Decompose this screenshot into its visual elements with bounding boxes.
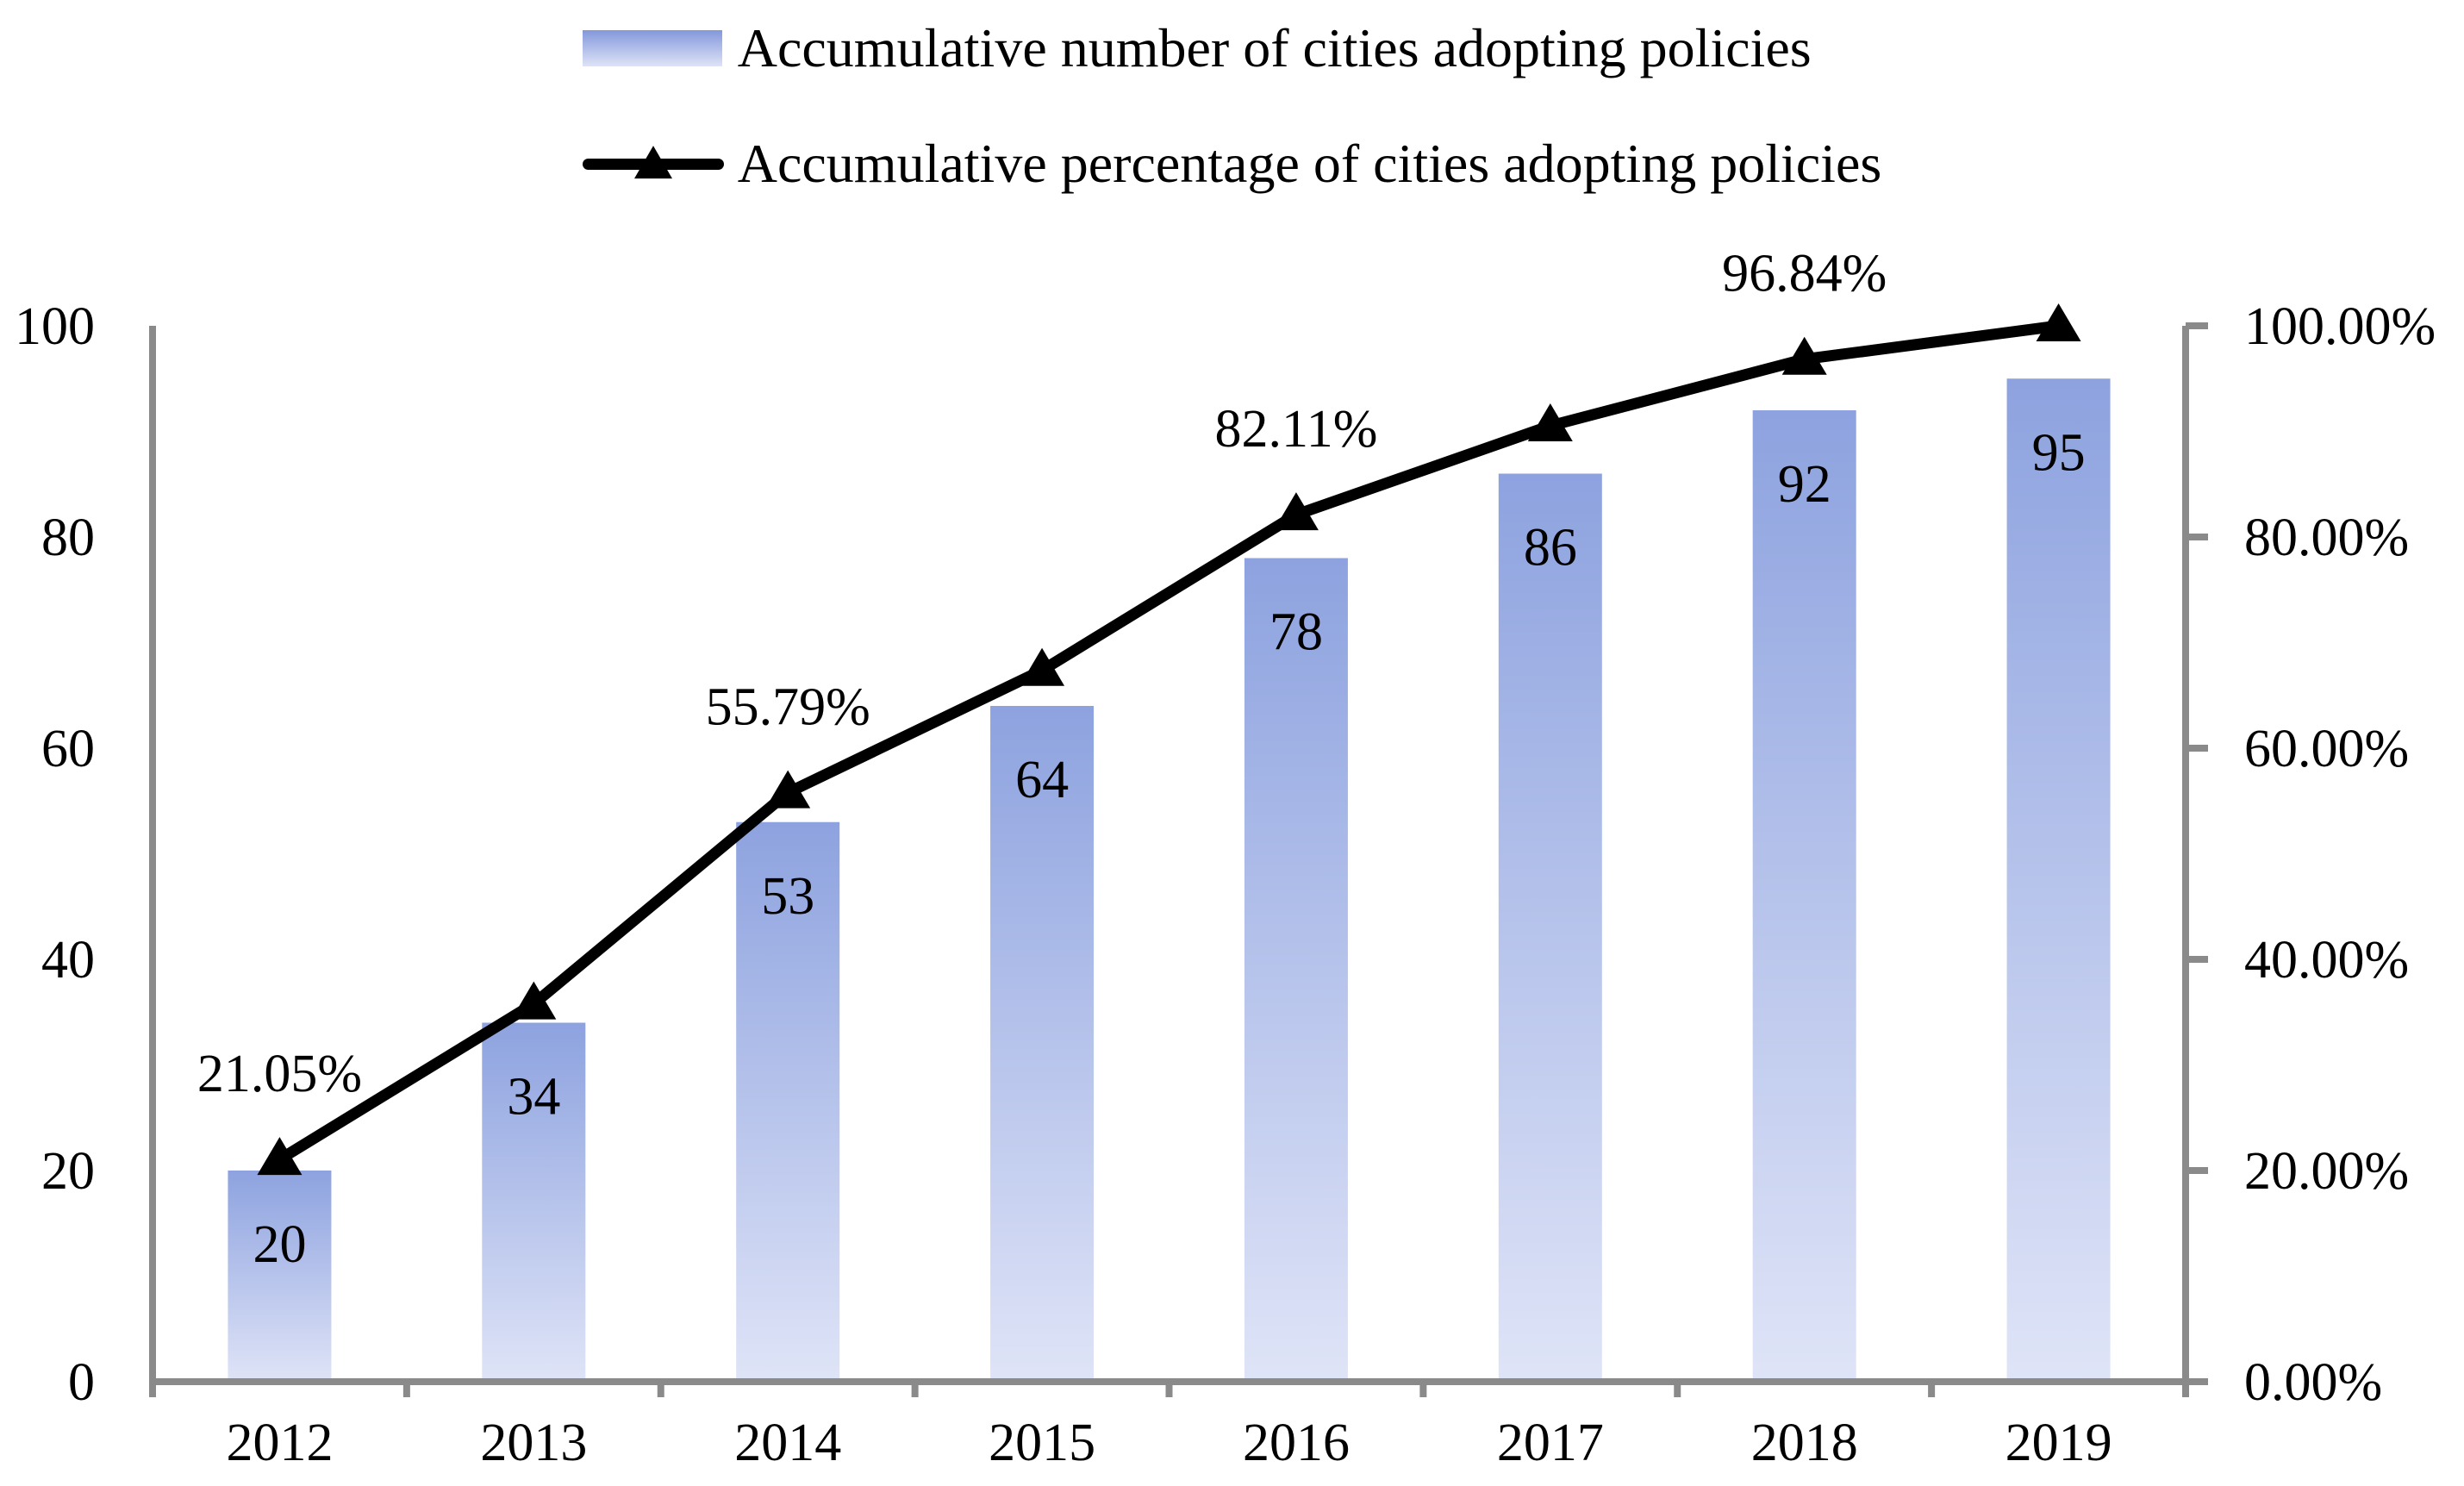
- left-axis-tick-label: 0: [68, 1353, 95, 1412]
- legend-item-line-series: Accumulative percentage of cities adopti…: [582, 124, 1882, 203]
- bar: [1498, 473, 1602, 1382]
- line-marker-triangle: [257, 1137, 303, 1176]
- bar-value-label: 95: [2032, 423, 2086, 482]
- x-axis-category-label: 2018: [1751, 1414, 1858, 1472]
- bar-value-label: 20: [253, 1215, 306, 1274]
- bar: [228, 1171, 332, 1382]
- bar: [1244, 558, 1348, 1382]
- bar-value-label: 86: [1524, 519, 1577, 578]
- left-axis-tick-label: 60: [41, 720, 95, 778]
- triangle-marker-icon: [633, 146, 672, 179]
- line-series-swatch-icon: [582, 146, 724, 179]
- left-axis-tick-label: 20: [41, 1142, 95, 1201]
- bar-value-label: 34: [507, 1068, 560, 1127]
- line-marker-triangle: [1273, 492, 1319, 531]
- line-marker-triangle: [1527, 403, 1573, 442]
- legend-block: Accumulative number of cities adopting p…: [582, 9, 1882, 203]
- x-axis-category-label: 2014: [734, 1414, 841, 1472]
- bar-value-label: 78: [1269, 603, 1323, 662]
- bar-value-label: 64: [1015, 751, 1069, 809]
- legend-item-bar-series: Accumulative number of cities adopting p…: [582, 9, 1882, 88]
- bar-series-legend-label: Accumulative number of cities adopting p…: [737, 17, 1812, 78]
- right-axis-tick-label: 0.00%: [2244, 1353, 2382, 1412]
- bar: [2006, 378, 2111, 1382]
- x-axis-category-label: 2017: [1497, 1414, 1604, 1472]
- right-axis-tick-label: 100.00%: [2244, 297, 2436, 356]
- right-axis-tick-label: 80.00%: [2244, 509, 2409, 567]
- x-axis-category-label: 2015: [989, 1414, 1095, 1472]
- line-marker-triangle: [765, 770, 811, 809]
- percent-data-label: 21.05%: [197, 1045, 362, 1103]
- line-marker-triangle: [511, 981, 557, 1020]
- bar-series-swatch-icon: [582, 30, 722, 66]
- percent-data-label: 96.84%: [1722, 245, 1887, 303]
- right-axis-tick-label: 40.00%: [2244, 931, 2409, 990]
- line-series: [273, 320, 2065, 1165]
- x-axis-category-label: 2012: [226, 1414, 333, 1472]
- bar: [482, 1022, 586, 1382]
- bar-value-label: 92: [1778, 455, 1831, 514]
- percent-data-label: 55.79%: [706, 678, 870, 737]
- x-axis-category-label: 2016: [1243, 1414, 1350, 1472]
- bar: [736, 821, 840, 1382]
- x-axis-category-label: 2019: [2006, 1414, 2112, 1472]
- x-axis-category-label: 2013: [480, 1414, 587, 1472]
- bar: [990, 706, 1095, 1382]
- left-axis-tick-label: 100: [15, 297, 95, 356]
- line-series-legend-label: Accumulative percentage of cities adopti…: [737, 133, 1882, 194]
- left-axis-tick-label: 40: [41, 931, 95, 990]
- right-axis-tick-label: 60.00%: [2244, 720, 2409, 778]
- percent-data-label: 82.11%: [1215, 400, 1378, 459]
- left-axis-tick-label: 80: [41, 509, 95, 567]
- legend: Accumulative number of cities adopting p…: [0, 9, 2464, 203]
- right-axis-tick-label: 20.00%: [2244, 1142, 2409, 1201]
- line-marker-triangle: [1781, 336, 1827, 375]
- bar-value-label: 53: [761, 867, 814, 926]
- line-marker-triangle: [2036, 303, 2081, 341]
- bar: [1752, 410, 1856, 1382]
- line-marker-triangle: [1020, 647, 1065, 686]
